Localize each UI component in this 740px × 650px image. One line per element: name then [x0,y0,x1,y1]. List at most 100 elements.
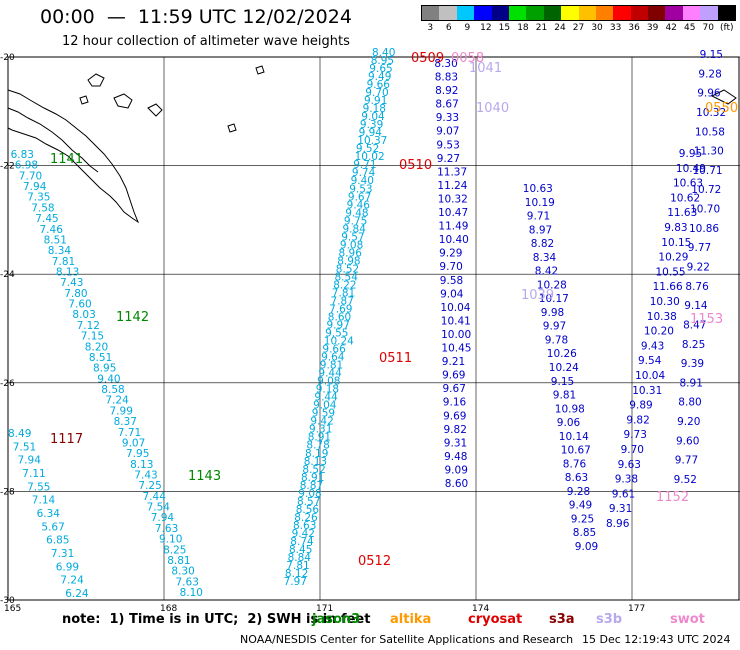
legend-tick-label: 24 [554,23,566,33]
swh-value-label: 10.63 [523,183,553,195]
swh-value-label: 10.28 [537,279,567,291]
swh-value-label: 8.42 [535,266,558,278]
swh-value-label: 8.63 [293,520,316,532]
swh-value-label: 9.66 [367,79,391,91]
swh-value-label: 10.71 [693,165,723,177]
swh-value-label: 8.95 [371,55,394,67]
swh-value-label: 9.49 [569,500,592,512]
legend-unit: (ft) [719,23,734,33]
swh-value-label: 9.63 [618,459,641,471]
orbit-number-label: 0510 [399,158,432,173]
swh-value-label: 9.82 [444,424,467,436]
swh-value-label: 7.97 [284,576,307,588]
legend-swatch [474,6,492,20]
swh-value-label: 9.81 [553,390,576,402]
legend-tick-labels: 3 6 9 12 15 18 21 24 27 30 33 36 39 42 45 70 (ft) [421,23,736,33]
map-title: 00:00 — 11:59 UTC 12/02/2024 [40,6,352,28]
swh-value-label: 7.24 [60,575,84,587]
legend-swatch [491,6,509,20]
swh-value-label: 8.37 [114,416,137,428]
swh-value-label: 10.24 [324,336,354,348]
swh-value-label: 9.08 [340,239,363,251]
mission-s3b: s3b [596,612,623,627]
legend-swatch [526,6,544,20]
orbit-number-label: 0509 [411,51,444,66]
swh-value-label: 9.52 [674,474,697,486]
swh-value-label: 8.91 [301,472,324,484]
swh-value-label: 9.96 [697,88,721,100]
swh-value-label: 10.86 [689,223,719,235]
swh-value-label: 9.48 [345,207,368,219]
swh-value-label: 7.14 [32,495,56,507]
small-island [227,123,237,133]
swh-value-label: 6.34 [37,508,61,520]
swh-value-label: 9.40 [351,175,374,187]
swh-value-label: 10.63 [673,178,703,190]
swh-value-label: 7.45 [35,213,58,225]
swh-value-label: 10.17 [539,293,569,305]
swh-value-label: 8.57 [297,496,320,508]
orbit-number-label: 0512 [358,554,391,569]
legend-swatch [439,6,457,20]
swh-value-label: 9.97 [543,321,566,333]
latitude-tick-label: -24 [0,270,15,280]
swh-value-label: 7.35 [27,192,50,204]
swh-value-label: 8.51 [44,235,67,247]
swh-value-label: 7.81 [52,256,75,268]
legend-tick-label: 6 [445,23,452,33]
swh-value-label: 9.08 [298,488,321,500]
longitude-tick-label: 174 [472,604,489,614]
generation-date: 15 Dec 12:19:43 UTC 2024 [582,633,731,646]
orbit-number-label: 1117 [50,432,83,447]
swh-value-label: 10.32 [438,194,468,206]
swh-value-label: 7.46 [40,224,64,236]
latitude-tick-label: -30 [0,596,15,606]
swh-value-label: 10.26 [547,348,577,360]
swh-value-label: 8.13 [130,459,153,471]
swh-value-label: 5.67 [41,521,64,533]
swh-value-label: 7.11 [22,468,45,480]
new-caledonia-inner-coast [7,107,99,173]
orbit-number-label: 1152 [656,490,689,505]
swh-value-label: 10.19 [525,197,555,209]
swh-value-label: 8.78 [306,440,329,452]
legend-swatch [682,6,701,20]
swh-value-label: 10.04 [440,302,470,314]
swh-value-label: 9.29 [439,248,462,260]
swh-value-label: 9.07 [436,126,459,138]
swh-value-label: 8.58 [101,384,124,396]
swh-value-label: 10.14 [559,431,589,443]
map-grid [7,56,740,601]
orbit-number-label: 0550 [705,101,738,116]
swh-value-label: 7.94 [23,181,47,193]
swh-value-label: 10.41 [441,315,471,327]
swh-value-label: 8.22 [333,279,356,291]
legend-tick-label: 39 [646,23,659,33]
mission-s3a: s3a [549,612,575,627]
swh-value-label: 8.83 [435,72,458,84]
legend-tick-label: 21 [535,23,548,33]
swh-value-label: 10.24 [549,362,579,374]
coastline [7,65,737,224]
swh-value-label: 9.09 [575,541,598,553]
swh-track-labels: 6.836.987.707.947.357.587.457.468.518.34… [8,47,726,600]
legend-tick-label: 42 [665,23,677,33]
swh-value-label: 8.85 [573,527,596,539]
swh-value-label: 9.10 [159,534,182,546]
legend-swatch [578,6,596,20]
wave-height-color-legend: 3 6 9 12 15 18 21 24 27 30 33 36 39 42 45 70 (ft) [421,5,736,35]
legend-swatch [613,6,631,20]
swh-value-label: 9.82 [626,414,649,426]
legend-swatch [648,6,666,20]
swh-value-label: 9.58 [440,275,463,287]
swh-value-label: 9.31 [444,437,467,449]
small-island [255,65,265,75]
swh-value-label: 7.24 [105,395,129,407]
swh-value-label: 9.38 [615,474,638,486]
swh-value-label: 7.25 [138,480,161,492]
swh-value-label: 9.14 [684,300,708,312]
swh-value-label: 7.43 [134,470,157,482]
swh-value-label: 8.87 [300,480,323,492]
swh-value-label: 8.10 [180,587,203,599]
